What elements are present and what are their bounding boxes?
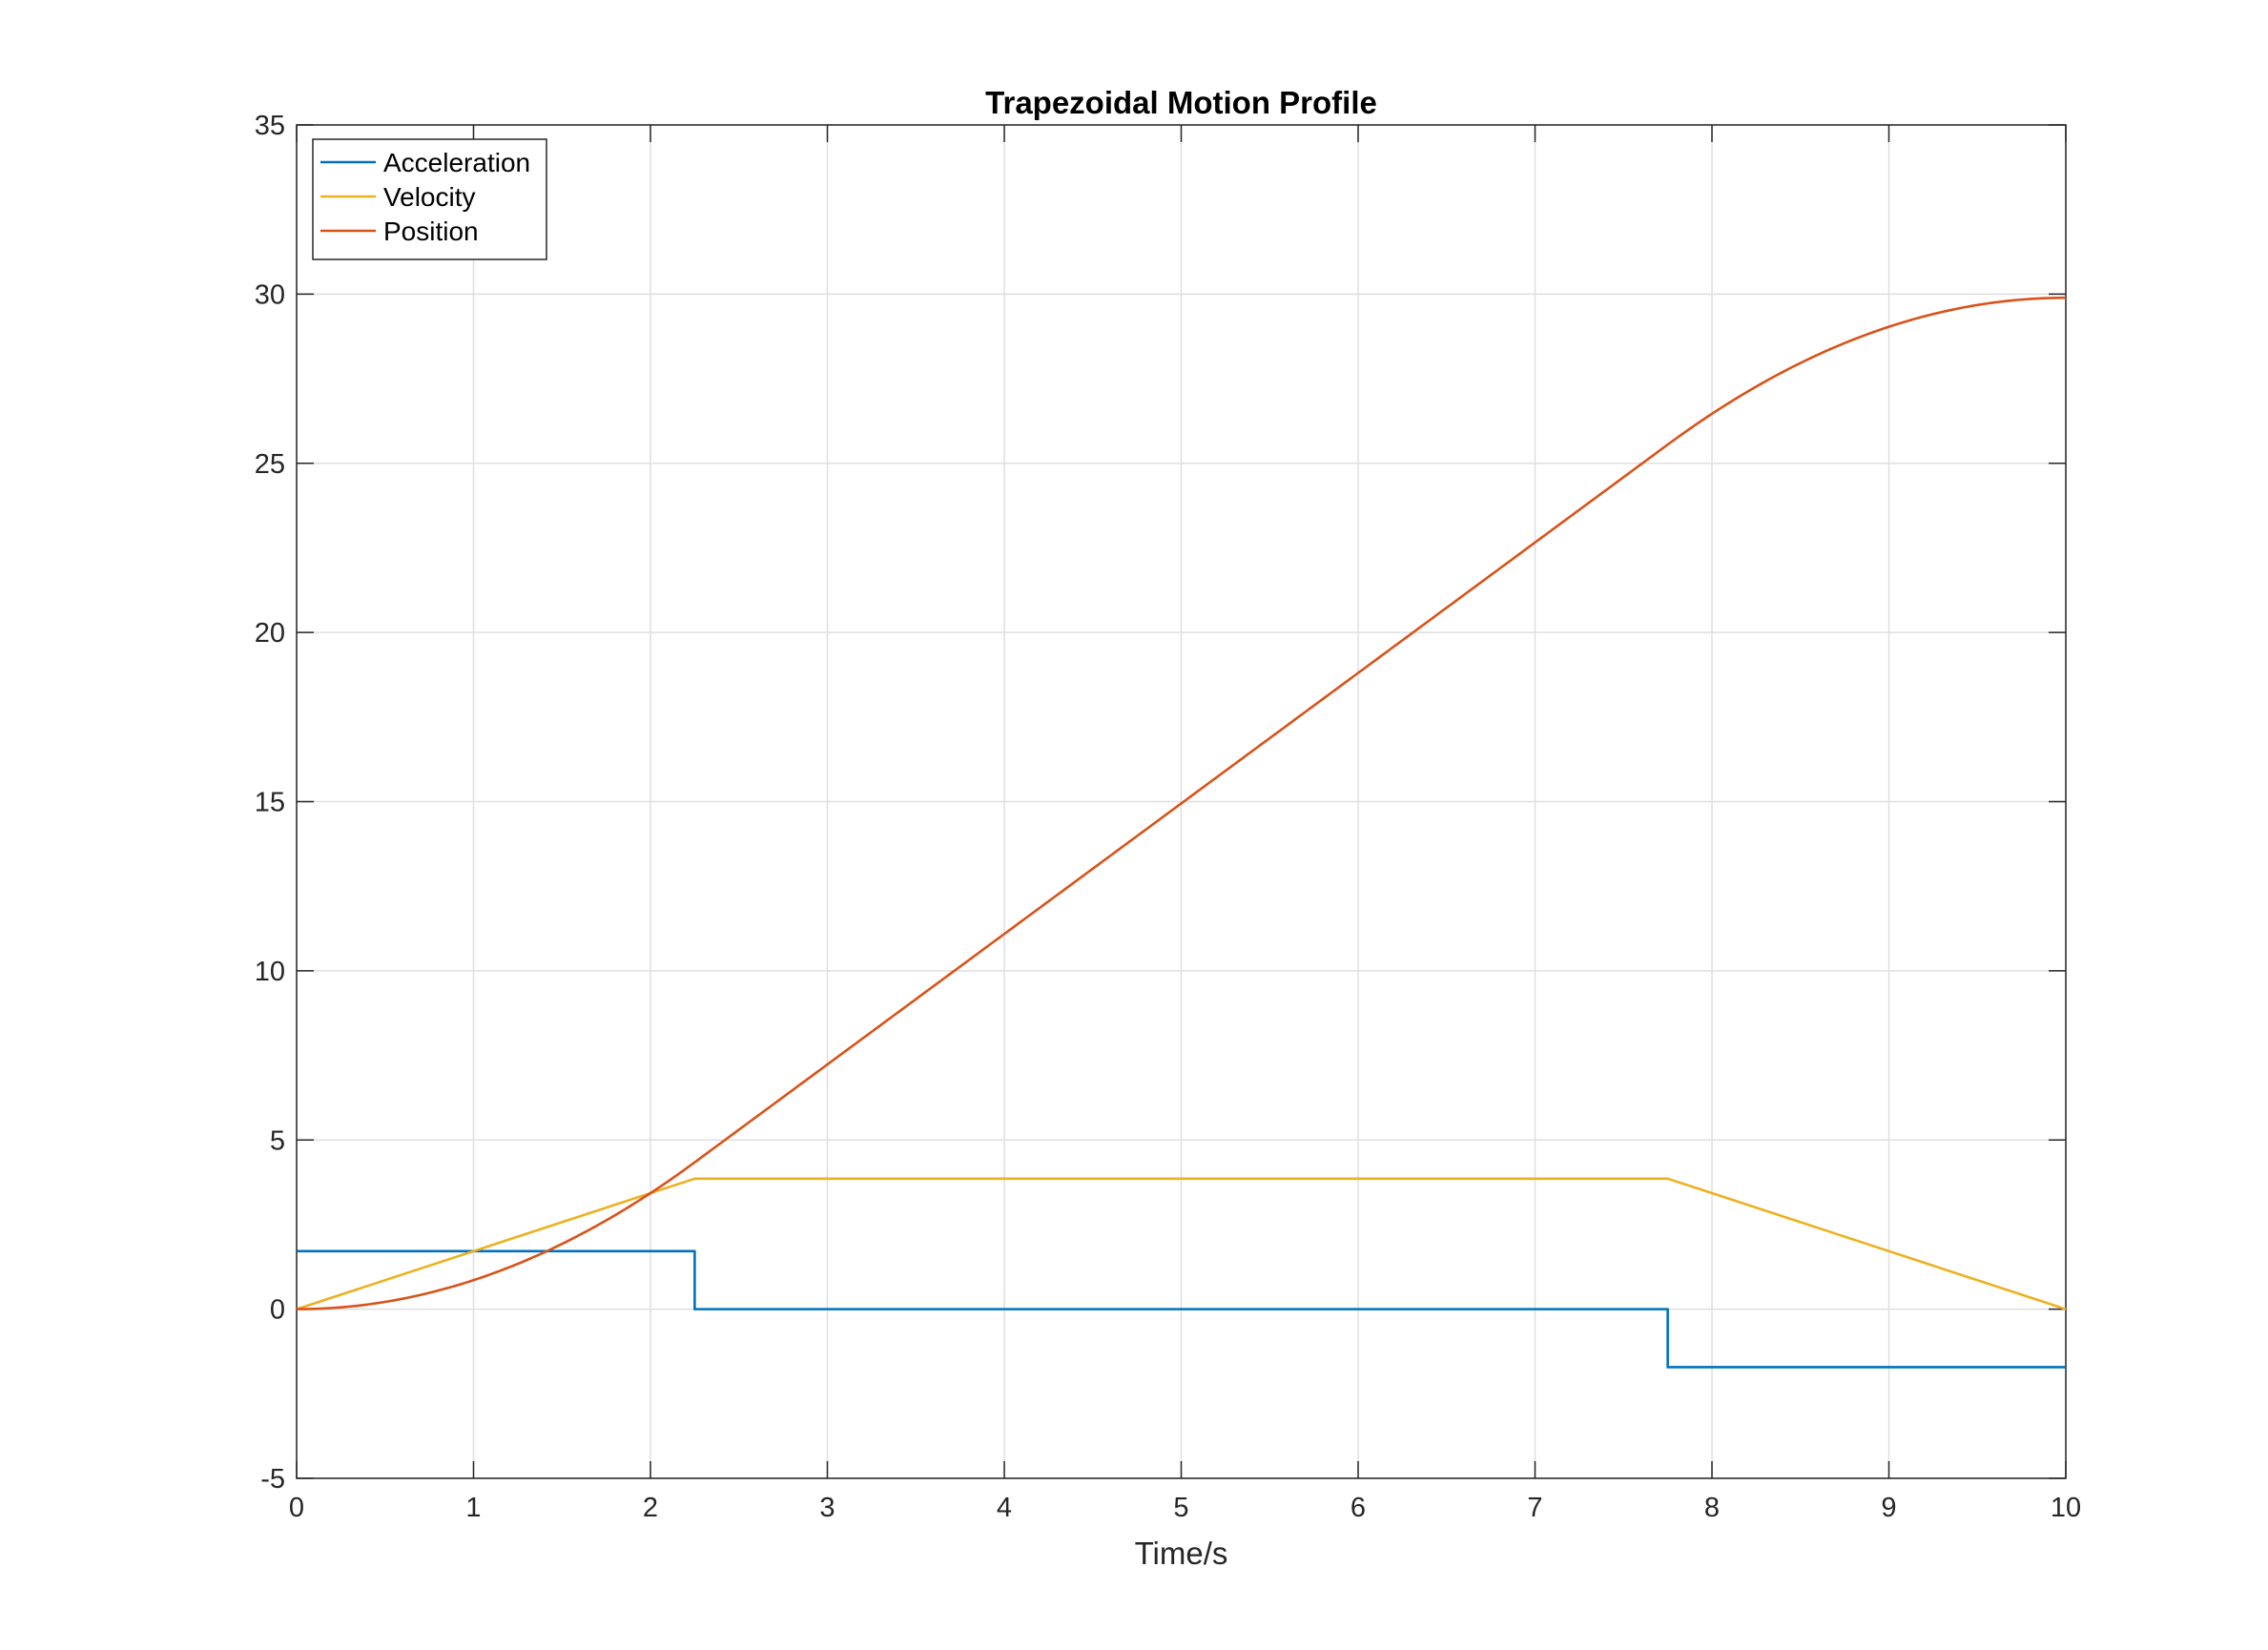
x-tick-label: 6 xyxy=(1350,1493,1366,1523)
y-tick-label: -5 xyxy=(260,1464,285,1495)
y-tick-label: 20 xyxy=(255,618,285,649)
x-tick-label: 8 xyxy=(1704,1493,1720,1523)
series-lines xyxy=(296,296,2067,1369)
x-tick-label: 4 xyxy=(997,1493,1012,1523)
legend-label: Position xyxy=(383,217,479,246)
series-line-position xyxy=(296,296,2067,1310)
y-tick-label: 15 xyxy=(255,788,285,818)
chart-title: Trapezoidal Motion Profile xyxy=(985,85,1377,120)
y-tick-label: 10 xyxy=(255,957,285,987)
x-tick-label: 0 xyxy=(289,1493,304,1523)
x-tick-label: 5 xyxy=(1173,1493,1188,1523)
x-tick-label: 1 xyxy=(465,1493,481,1523)
x-tick-label: 9 xyxy=(1881,1493,1896,1523)
x-tick-label: 2 xyxy=(643,1493,658,1523)
legend-box xyxy=(312,138,547,260)
x-axis-label: Time/s xyxy=(1135,1536,1228,1571)
legend-label: Velocity xyxy=(383,182,476,212)
y-tick-label: 5 xyxy=(270,1125,285,1156)
series-line-acceleration xyxy=(297,1249,2066,1369)
y-tick-label: 35 xyxy=(255,111,285,141)
legend: Acceleration Velocity Position xyxy=(312,138,547,260)
y-tick-label: 0 xyxy=(270,1295,285,1326)
series-line-velocity xyxy=(296,1177,2067,1310)
x-tick-label: 3 xyxy=(819,1493,835,1523)
y-tick-label: 30 xyxy=(255,279,285,310)
y-tick-label: 25 xyxy=(255,449,285,480)
x-tick-label: 7 xyxy=(1527,1493,1542,1523)
legend-label: Acceleration xyxy=(383,148,530,177)
x-tick-label: 10 xyxy=(2051,1493,2081,1523)
